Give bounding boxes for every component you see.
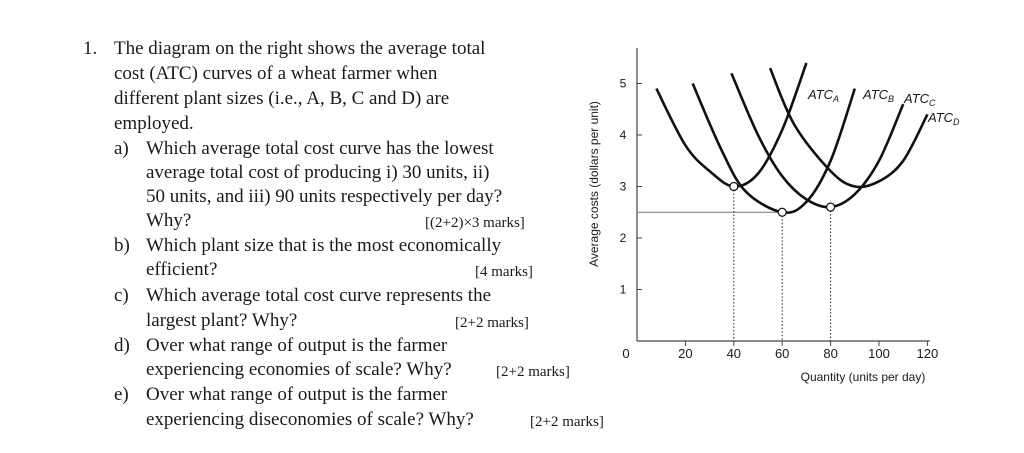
part-e-label: e) xyxy=(114,384,129,405)
chart-markers xyxy=(729,181,836,217)
part-a-line: Which average total cost curve has the l… xyxy=(146,138,494,159)
intro-line: different plant sizes (i.e., A, B, C and… xyxy=(114,88,450,109)
min-point-marker xyxy=(729,181,739,192)
atc-d-label: ATCD xyxy=(927,110,960,127)
part-a-label: a) xyxy=(114,138,129,159)
part-e-line: experiencing diseconomies of scale? Why? xyxy=(146,409,474,430)
min-point-marker xyxy=(826,202,836,212)
part-c-marks: [2+2 marks] xyxy=(455,315,529,331)
y-axis-title: Average costs (dollars per unit) xyxy=(587,101,601,267)
atc-d-curve xyxy=(768,67,929,189)
atc-c-curve xyxy=(730,72,905,209)
atc-chart: Average costs (dollars per unit) 20 40 60 8… xyxy=(587,48,960,384)
part-a-line: average total cost of producing i) 30 un… xyxy=(146,162,490,183)
part-c-line: Which average total cost curve represent… xyxy=(146,285,492,306)
x-tick-label: 100 xyxy=(868,346,890,361)
y-tick-label: 5 xyxy=(620,77,627,91)
y-tick-label: 3 xyxy=(620,180,627,194)
part-a-marks: [(2+2)×3 marks] xyxy=(425,215,525,231)
part-b-line: efficient? xyxy=(146,259,218,280)
y-tick-label: 4 xyxy=(620,128,627,142)
intro-line: employed. xyxy=(114,113,194,134)
x-tick-label: 80 xyxy=(823,346,837,361)
part-d-line: experiencing economies of scale? Why? xyxy=(146,359,452,380)
atc-b-label: ATCB xyxy=(862,87,894,104)
chart-guides xyxy=(637,186,832,341)
chart-curve-labels: ATCA ATCB ATCC ATCD xyxy=(807,87,960,127)
x-tick-label: 20 xyxy=(678,346,692,361)
part-d-label: d) xyxy=(114,335,130,356)
part-c-line: largest plant? Why? xyxy=(146,310,298,331)
part-d-marks: [2+2 marks] xyxy=(496,364,570,380)
atc-c-label: ATCC xyxy=(903,91,936,108)
chart-curves xyxy=(655,62,929,214)
part-d-line: Over what range of output is the farmer xyxy=(146,335,448,356)
min-point-marker xyxy=(777,207,787,217)
chart-ticks: 20 40 60 80 100 120 1 2 3 4 5 xyxy=(620,77,939,362)
part-b-line: Which plant size that is the most econom… xyxy=(146,235,502,256)
question-number: 1. xyxy=(83,38,98,59)
part-e-line: Over what range of output is the farmer xyxy=(146,384,448,405)
atc-a-label: ATCA xyxy=(807,87,839,104)
intro-line: The diagram on the right shows the avera… xyxy=(114,38,486,59)
part-b-label: b) xyxy=(114,235,130,256)
x-tick-label: 40 xyxy=(727,346,741,361)
y-tick-label: 1 xyxy=(620,283,627,297)
origin-label: 0 xyxy=(622,346,629,361)
x-axis-title: Quantity (units per day) xyxy=(801,370,926,384)
part-a-line: 50 units, and iii) 90 units respectively… xyxy=(146,186,503,207)
part-c-label: c) xyxy=(114,285,129,306)
part-b-marks: [4 marks] xyxy=(475,264,533,280)
part-a-line: Why? xyxy=(146,210,192,231)
x-tick-label: 60 xyxy=(775,346,789,361)
part-e-marks: [2+2 marks] xyxy=(530,414,604,430)
x-tick-label: 120 xyxy=(917,346,939,361)
y-tick-label: 2 xyxy=(620,231,627,245)
intro-line: cost (ATC) curves of a wheat farmer when xyxy=(114,63,438,84)
